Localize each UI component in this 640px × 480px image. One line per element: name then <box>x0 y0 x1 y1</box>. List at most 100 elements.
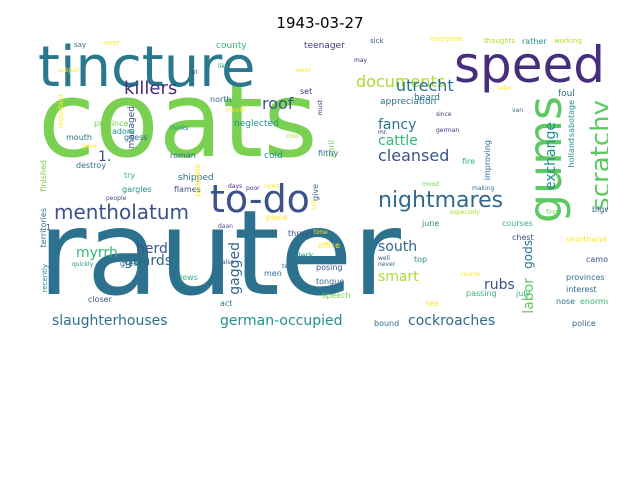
word-cloud-word: gave <box>82 143 97 150</box>
word-cloud-word: north <box>210 95 232 104</box>
word-cloud-word: smart <box>378 269 419 285</box>
word-cloud-word: shorthand <box>566 235 607 244</box>
word-cloud-word: never <box>378 261 396 268</box>
word-cloud-word: myrrh <box>76 245 118 261</box>
word-cloud-word: must <box>317 100 324 116</box>
word-cloud-word: since <box>436 111 452 118</box>
word-cloud-word: german-occupied <box>220 313 343 329</box>
word-cloud-word: tongue <box>316 277 345 286</box>
word-cloud-word: rather <box>522 37 547 46</box>
word-cloud-word: important <box>57 94 65 129</box>
word-cloud-word: june <box>422 219 440 228</box>
word-cloud-word: guess <box>124 133 148 142</box>
word-cloud-word: act <box>220 299 233 308</box>
word-cloud-word: tincture <box>38 35 256 100</box>
word-cloud-word: van <box>512 107 524 114</box>
word-cloud-word: nose <box>556 297 576 306</box>
word-cloud-word: 1. <box>98 149 112 165</box>
word-cloud-word: rauter <box>38 184 401 322</box>
word-cloud-word: foul <box>558 89 575 99</box>
word-cloud-word: course <box>460 271 481 278</box>
word-cloud-word: throat <box>288 229 313 238</box>
word-cloud-word: interest <box>566 285 597 294</box>
word-cloud-word: slaughterhouses <box>52 313 168 329</box>
word-cloud-word: piece <box>266 213 288 222</box>
word-cloud-word: say <box>74 41 87 49</box>
word-cloud-word: exchange <box>543 122 559 190</box>
word-cloud-word: top <box>414 255 428 264</box>
word-cloud-word: appreciation <box>380 97 437 107</box>
word-cloud-word: province <box>94 119 129 128</box>
word-cloud-word: tell <box>282 263 292 270</box>
word-cloud-word: neglected <box>234 119 279 129</box>
word-cloud-word: mood <box>422 181 439 188</box>
word-cloud-word: 1 <box>46 223 52 232</box>
word-cloud-word: possible <box>193 164 202 197</box>
word-cloud-word: speech <box>322 291 351 300</box>
word-cloud-word: especially <box>450 209 480 216</box>
word-cloud-word: working <box>554 37 582 45</box>
word-cloud-word: gagged <box>227 242 243 295</box>
word-cloud-word: heard <box>414 93 441 103</box>
word-cloud-word: later <box>498 85 512 92</box>
word-cloud-word: days <box>228 183 243 190</box>
word-cloud-word: fire <box>462 157 476 166</box>
word-cloud-word: rubs <box>484 277 515 293</box>
word-cloud-word: also <box>222 259 235 266</box>
word-cloud-word: clerk <box>294 251 314 260</box>
word-cloud-word: like <box>218 63 229 70</box>
word-cloud-word: passing <box>466 289 497 298</box>
word-cloud-word: cattle <box>378 133 418 149</box>
word-cloud-word: july <box>516 289 531 298</box>
word-cloud-word: south <box>378 239 418 255</box>
word-cloud-word: tea <box>426 299 439 308</box>
word-cloud-word: sick <box>370 37 384 45</box>
word-cloud-word: scratchy <box>586 100 608 211</box>
word-cloud-word: may <box>354 57 368 64</box>
word-cloud-word: well <box>378 255 390 262</box>
word-cloud-word: poor <box>246 185 260 192</box>
word-cloud-word: news <box>264 183 280 190</box>
word-cloud-word: sabotage <box>567 100 576 138</box>
word-cloud-word: thoughts <box>484 37 516 45</box>
word-cloud-word: herd <box>136 241 168 257</box>
word-cloud-word: mouth <box>66 133 92 142</box>
word-cloud-word: county <box>216 41 247 51</box>
word-cloud-word: give <box>311 184 320 201</box>
word-cloud-word: greek <box>120 259 143 268</box>
word-cloud-word: improving <box>483 140 492 181</box>
word-cloud: coats rauter tincture speed gums to-do nightma… <box>32 34 608 335</box>
word-cloud-word: gargles <box>122 185 152 194</box>
word-cloud-word: bigwig <box>592 205 608 214</box>
word-cloud-word: fancy <box>378 117 417 133</box>
word-cloud-word: adore <box>112 127 135 136</box>
word-cloud-word: chest <box>512 233 534 242</box>
word-cloud-word: cleansed <box>378 146 450 165</box>
word-cloud-word: mentholatum <box>54 200 190 224</box>
word-cloud-word: provinces <box>566 273 605 282</box>
word-cloud-word: ever <box>104 39 120 47</box>
word-cloud-word: coats <box>38 59 318 181</box>
word-cloud-word: men <box>264 269 282 278</box>
word-cloud-word: holland <box>567 138 576 168</box>
word-cloud-word: time <box>314 229 328 236</box>
word-cloud-word: killers <box>124 78 178 99</box>
word-cloud-word: quickly <box>72 261 94 268</box>
word-cloud-word: set <box>300 87 313 96</box>
word-cloud-word: roman <box>170 151 196 160</box>
word-cloud-word: courses <box>502 219 533 228</box>
word-cloud-word: camomile <box>586 255 608 264</box>
word-cloud-word: closer <box>88 295 112 304</box>
word-cloud-word: police <box>572 319 596 328</box>
word-cloud-word: first <box>546 209 558 216</box>
word-cloud-word: thinks <box>170 125 189 132</box>
word-cloud-word: german <box>436 127 460 134</box>
word-cloud-word: shipped <box>178 173 214 183</box>
word-cloud-word: try <box>124 171 136 180</box>
word-cloud-word: mr. <box>378 129 388 136</box>
word-cloud-word: gods <box>521 240 535 269</box>
word-cloud-word: office <box>318 241 340 250</box>
word-cloud-word: finished <box>39 160 48 192</box>
word-cloud-word: filthy <box>318 149 339 158</box>
word-cloud-word: mouth <box>226 107 246 114</box>
